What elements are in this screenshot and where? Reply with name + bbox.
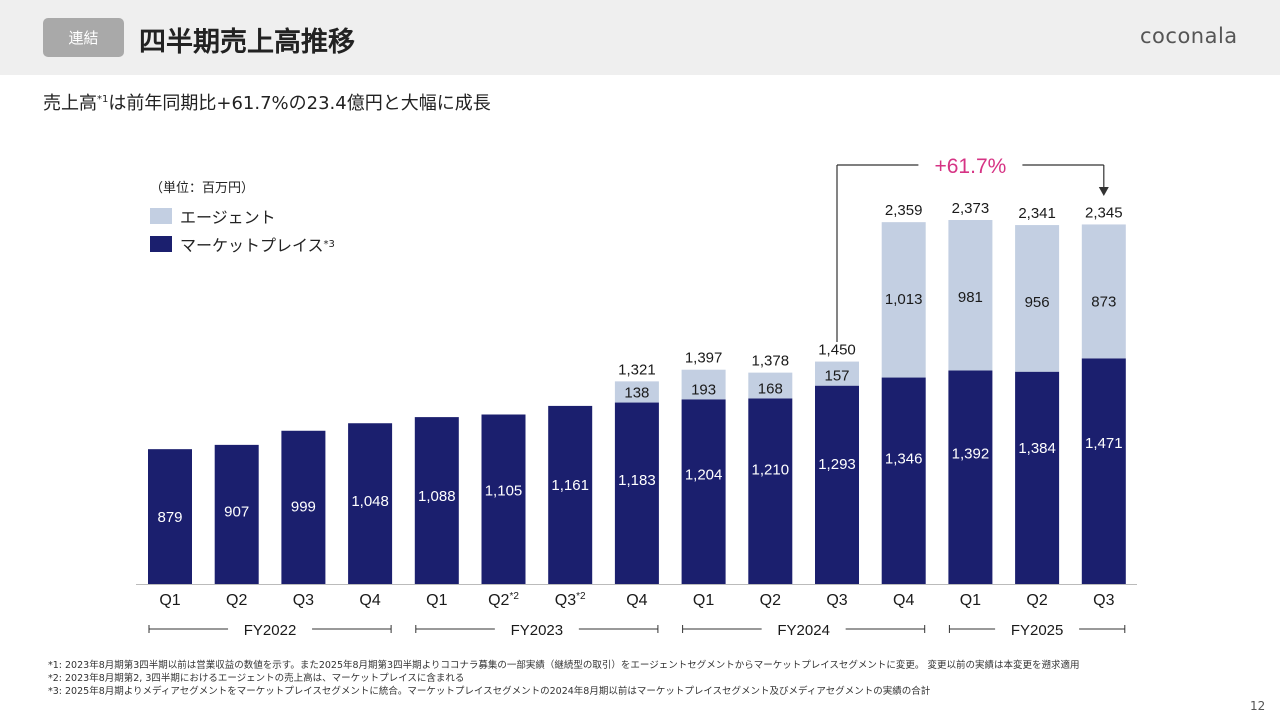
bar-marketplace [1015, 371, 1060, 584]
bar-marketplace [348, 423, 393, 584]
bar-marketplace [548, 405, 593, 584]
footnote-1: *1: 2023年8月期第3四半期以前は営業収益の数値を示す。また2025年8月… [48, 660, 1080, 671]
data-label-total: 2,341 [1018, 205, 1056, 222]
growth-rate-label: +61.7% [934, 155, 1006, 178]
data-label-total: 1,450 [818, 342, 856, 359]
bar-agent [881, 222, 926, 378]
legend-label-marketplace: マーケットプレイス [180, 236, 324, 255]
x-tick-label: Q4 [359, 592, 380, 609]
arrow-down-icon [1098, 187, 1109, 196]
subtitle-prefix: 売上高 [43, 93, 97, 114]
data-label-agent: 193 [691, 381, 716, 398]
data-label-agent: 1,013 [885, 291, 923, 308]
subtitle: 売上高*1は前年同期比+61.7%の23.4億円と大幅に成長 [43, 89, 491, 115]
data-label-marketplace: 1,384 [1018, 440, 1056, 457]
data-label-marketplace: 907 [224, 504, 249, 521]
x-tick-label: Q2 [226, 592, 247, 609]
data-label-total: 1,397 [685, 350, 723, 367]
data-label-marketplace: 1,471 [1085, 435, 1123, 452]
data-label-marketplace: 1,183 [618, 472, 656, 489]
bar-marketplace [214, 444, 259, 584]
bar-marketplace [614, 402, 659, 584]
header-bar: 連結 四半期売上高推移 coconala [0, 0, 1280, 75]
bar-agent [815, 361, 859, 386]
data-label-total: 2,359 [885, 202, 923, 219]
data-label-total: 2,345 [1085, 204, 1123, 221]
x-tick-label: Q4 [893, 592, 914, 609]
page-title: 四半期売上高推移 [139, 27, 355, 58]
data-label-marketplace: 1,346 [885, 451, 923, 468]
data-label-marketplace: 1,048 [351, 493, 389, 510]
x-tick-label: Q3 [293, 592, 314, 609]
bar-marketplace [481, 414, 526, 584]
data-label-marketplace: 1,392 [952, 445, 990, 462]
x-tick-label: Q2 [760, 592, 781, 609]
x-tick-label: Q4 [626, 592, 647, 609]
legend-footnote-mark: *3 [323, 238, 335, 250]
data-label-agent: 168 [758, 380, 783, 397]
data-label-marketplace: 1,293 [818, 456, 856, 473]
bar-agent [1015, 225, 1060, 372]
data-label-agent: 138 [624, 385, 649, 402]
data-label-marketplace: 1,105 [485, 483, 523, 500]
bar-marketplace [681, 399, 726, 584]
bar-agent [1081, 224, 1126, 359]
bar-marketplace [148, 449, 192, 584]
bar-agent [948, 220, 993, 371]
subtitle-footnote-mark: *1 [97, 94, 109, 105]
x-tick-label: Q2*2 [488, 591, 519, 609]
legend-swatch-marketplace [150, 236, 172, 252]
x-tick-label: Q1 [426, 592, 447, 609]
data-label-marketplace: 1,204 [685, 467, 723, 484]
bar-marketplace [281, 430, 326, 584]
x-tick-label: Q3 [826, 592, 847, 609]
legend-item-agent: エージェント [150, 204, 276, 228]
data-label-agent: 981 [958, 289, 983, 306]
footnote-3: *3: 2025年8月期よりメディアセグメントをマーケットプレイスセグメントに統… [48, 686, 931, 697]
bar-marketplace [1081, 358, 1126, 584]
fy-group-label: FY2023 [511, 622, 564, 639]
data-label-marketplace: 999 [291, 498, 316, 515]
data-label-marketplace: 1,210 [752, 461, 790, 478]
data-label-marketplace: 1,161 [551, 477, 589, 494]
x-tick-label: Q1 [159, 592, 180, 609]
bar-agent [614, 381, 659, 403]
bar-marketplace [748, 398, 793, 584]
brand-logo: coconala [1140, 24, 1238, 48]
x-tick-label: Q1 [960, 592, 981, 609]
data-label-marketplace: 879 [157, 509, 182, 526]
data-label-marketplace: 1,088 [418, 488, 456, 505]
bar-agent [681, 369, 726, 400]
legend-item-marketplace: マーケットプレイス *3 [150, 232, 335, 256]
data-label-agent: 157 [824, 368, 849, 385]
unit-label: （単位：百万円） [150, 181, 255, 196]
bar-marketplace [948, 370, 993, 584]
legend-swatch-agent [150, 208, 172, 224]
data-label-total: 1,321 [618, 361, 656, 378]
data-label-agent: 956 [1025, 294, 1050, 311]
x-tick-label: Q3*2 [555, 591, 586, 609]
fy-group-label: FY2022 [244, 622, 297, 639]
bar-marketplace [815, 385, 859, 584]
bar-marketplace [414, 417, 459, 584]
page-number: 12 [1250, 699, 1266, 713]
bar-marketplace [881, 377, 926, 584]
legend-label-agent: エージェント [180, 208, 276, 227]
subtitle-suffix: は前年同期比+61.7%の23.4億円と大幅に成長 [108, 93, 491, 114]
fy-group-label: FY2025 [1011, 622, 1064, 639]
data-label-total: 1,378 [752, 353, 790, 370]
bar-agent [748, 372, 793, 399]
fy-group-label: FY2024 [777, 622, 830, 639]
data-label-agent: 873 [1091, 293, 1116, 310]
consolidated-badge: 連結 [43, 18, 124, 57]
footnotes: *1: 2023年8月期第3四半期以前は営業収益の数値を示す。また2025年8月… [48, 659, 1079, 698]
footnote-2: *2: 2023年8月期第2, 3四半期におけるエージェントの売上高は、マーケッ… [48, 673, 465, 684]
x-tick-label: Q2 [1026, 592, 1047, 609]
data-label-total: 2,373 [952, 200, 990, 217]
x-tick-label: Q1 [693, 592, 714, 609]
x-tick-label: Q3 [1093, 592, 1114, 609]
